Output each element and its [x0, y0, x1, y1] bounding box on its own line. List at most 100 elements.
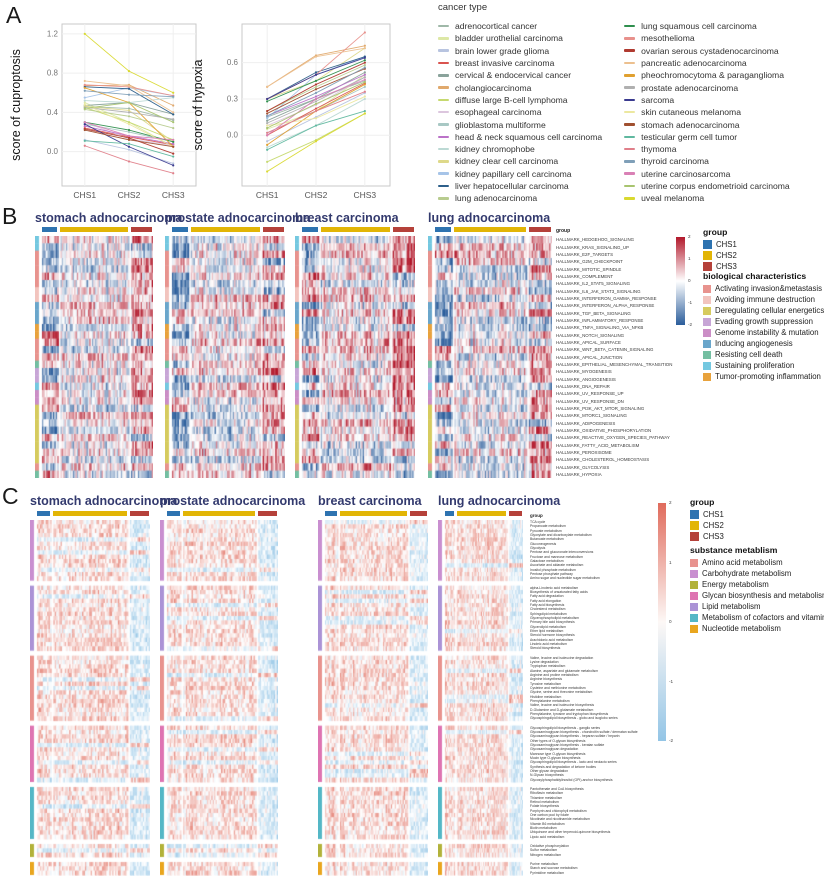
legend-item-label: Activating invasion&metastasis [715, 284, 823, 293]
legend-color-chip [690, 624, 698, 633]
colorbar-tick: 0 [669, 619, 672, 624]
cancer-legend-label: ovarian serous cystadenocarcinoma [641, 45, 779, 56]
series-point [172, 142, 175, 145]
series-point [266, 100, 269, 103]
heatmap-c-4: lung adnocarcinoma [438, 494, 560, 876]
series-point [363, 47, 366, 50]
cancer-legend-item: diffuse large B-cell lymphoma [438, 94, 602, 106]
heatmap-b-row-label: HALLMARK_APICAL_SURFACE [556, 339, 621, 345]
legend-color-chip [624, 123, 636, 126]
series-point [266, 112, 269, 115]
heatmap-c-row-label: Pantothenate and CoA biosynthesis [530, 787, 584, 792]
cancer-legend-item: adrenocortical cancer [438, 20, 602, 32]
series-point [266, 119, 269, 122]
heatmap-b-row-label: HALLMARK_CHOLESTEROL_HOMEOSTASIS [556, 457, 650, 463]
heatmap-b-row-label: HALLMARK_UV_RESPONSE_UP [556, 391, 624, 397]
heatmap-c-title: lung adnocarcinoma [438, 494, 561, 508]
legend-color-chip [438, 135, 449, 139]
series-point [314, 140, 318, 143]
cancer-legend-item: esophageal carcinoma [438, 106, 602, 118]
series-point [172, 104, 175, 107]
y-tick-label: 0.8 [47, 69, 59, 78]
y-tick-label: 0.0 [47, 147, 59, 156]
series-point [314, 79, 318, 82]
cancer-legend-label: breast invasive carcinoma [455, 58, 555, 69]
legend-color-chip [438, 172, 449, 175]
legend-item: CHS1 [703, 239, 737, 250]
legend-color-chip [438, 86, 449, 89]
heatmap-c-row-label: Glycolysis [530, 546, 546, 551]
legend-item-label: CHS2 [716, 251, 737, 260]
series-point [127, 145, 131, 148]
heatmap-c-row-label: Cholesterol metabolism [530, 607, 566, 612]
legend-item-label: Amino acid metabolism [702, 558, 783, 567]
group-bar-segment-1 [42, 227, 58, 232]
heatmap-c-row-label: Arachidonic acid metabolism [530, 637, 574, 642]
colorbar-tick: 2 [688, 234, 691, 239]
heatmap-c-row-label: Glycosphingolipid biosynthesis - ganglio… [530, 725, 601, 730]
legend-color-chip [624, 184, 636, 188]
group-annotation-bar [167, 511, 278, 516]
cancer-legend-label: stomach adenocarcinoma [641, 119, 740, 130]
legend-color-chip [438, 160, 449, 163]
heatmap-c-row-label: Linoleic acid metabolism [530, 642, 567, 647]
legend-color-chip [624, 61, 636, 65]
heatmap-c-row-label: Biosynthesis of unsaturated fatty acids [530, 590, 588, 595]
cancer-legend-label: uveal melanoma [641, 193, 705, 204]
cancer-legend-label: kidney chromophobe [455, 144, 535, 155]
series-point [266, 114, 269, 117]
heatmap-b-row-label: HALLMARK_EPITHELIAL_MESENCHYMAL_TRANSITI… [556, 361, 673, 367]
cancer-legend-label: skin cutaneous melanoma [641, 107, 741, 118]
heatmap-c-title: stomach adnocarcinoma [30, 494, 178, 508]
series-point [363, 56, 366, 59]
colorbar-tick: 1 [688, 256, 691, 261]
legend-color-chip [624, 98, 636, 102]
cancer-legend-item: kidney chromophobe [438, 143, 602, 155]
group-bar-segment-2 [190, 227, 260, 232]
series-point [172, 152, 175, 155]
cuproptosis-line-plot: 0.0 0.4 0.8 1.2 CHS1 CHS2 CHS3 score of cupropt… [9, 23, 197, 200]
heatmap-c-row-label: Fatty acid biosynthesis [530, 603, 565, 608]
heatmap-c-row-label: Glycosaminoglycan degradation [530, 747, 579, 752]
y-tick-label: 0.6 [227, 58, 239, 67]
series-point [314, 109, 318, 113]
cancer-legend-item: liver hepatocellular carcinoma [438, 180, 602, 192]
legend-item-label: Sustaining proliferation [715, 361, 795, 370]
series-point [172, 140, 175, 143]
legend-item: CHS3 [703, 261, 737, 272]
panel-c-group-legend-title: group [690, 497, 715, 507]
cancer-legend-label: uterine carcinosarcoma [641, 168, 731, 179]
series-point [83, 96, 86, 99]
cancer-legend-label: kidney clear cell carcinoma [455, 156, 559, 167]
legend-color-chip [624, 49, 636, 52]
x-tick-label: CHS3 [162, 190, 185, 200]
series-point [363, 73, 366, 76]
legend-color-chip [703, 262, 712, 271]
legend-item: Genome instability & mutation [703, 327, 824, 338]
cancer-legend-item: brain lower grade glioma [438, 45, 602, 57]
legend-color-chip [624, 74, 636, 77]
heatmap-c-row-label: Nicotinate and nicotinamide metabolism [530, 817, 590, 822]
heatmap-c-row-label: Other glycan degradation [530, 769, 569, 774]
heatmap-c-row-label: Oxidative phosphorylation [530, 844, 570, 849]
series-point [266, 170, 269, 173]
heatmap-b-row-label: HALLMARK_MITOTIC_SPINDLE [556, 266, 622, 272]
legend-color-chip [703, 306, 711, 315]
series-point [266, 143, 269, 146]
series-point [363, 85, 366, 88]
cancer-legend-label: liver hepatocellular carcinoma [455, 181, 569, 191]
group-bar-segment-2 [60, 227, 129, 232]
legend-item: Activating invasion&metastasis [703, 283, 824, 294]
group-bar-segment-1 [37, 511, 51, 516]
legend-color-chip [703, 361, 711, 370]
series-point [363, 78, 366, 81]
heatmap-b-row-label: HALLMARK_APICAL_JUNCTION [556, 354, 623, 360]
legend-item-label: Genome instability & mutation [715, 328, 819, 337]
heatmap-b-1: stomach adnocarcinoma [35, 211, 182, 478]
heatmap-c-row-label: Sphingolipid metabolism [530, 611, 567, 616]
heatmap-c-row-label: Ubiquinone and other terpenoid-quinone b… [530, 830, 611, 835]
cancer-legend-item: testicular germ cell tumor [624, 131, 790, 143]
heatmap-b-row-label: HALLMARK_ADIPOGENESIS [556, 420, 616, 426]
heatmap-c-row-label: Glycosaminoglycan biosynthesis - heparan… [530, 734, 620, 739]
series-point [83, 99, 86, 102]
